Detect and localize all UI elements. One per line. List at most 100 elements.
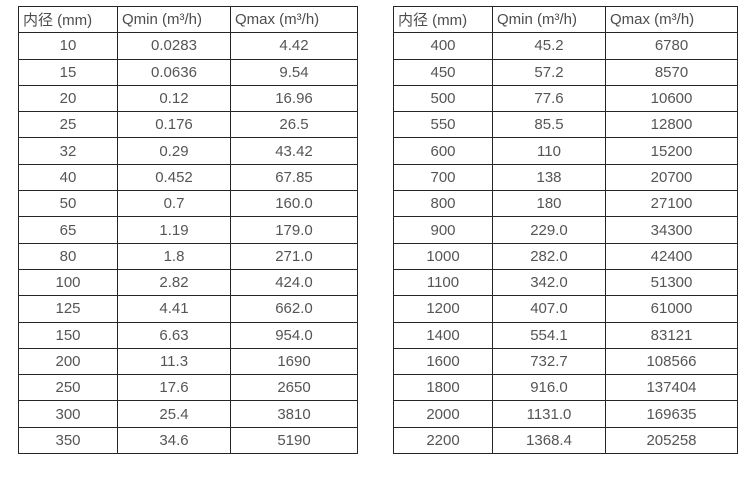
table-row: 25 0.176 26.5 (18, 111, 358, 139)
table-cell: 25.4 (117, 400, 231, 428)
header-row: 内径 (mm) Qmin (m³/h) Qmax (m³/h) (393, 5, 738, 34)
table-cell: 407.0 (492, 295, 606, 323)
table-cell: 17.6 (117, 374, 231, 402)
table-cell: 150 (18, 321, 118, 349)
table-row: 1800 916.0 137404 (393, 374, 738, 402)
table-cell: 80 (18, 242, 118, 270)
table-cell: 1000 (393, 242, 493, 270)
table-row: 550 85.5 12800 (393, 111, 738, 139)
table-cell: 83121 (605, 321, 738, 349)
table-cell: 2650 (230, 374, 358, 402)
table-cell: 65 (18, 216, 118, 244)
table-cell: 50 (18, 190, 118, 218)
table-cell: 0.452 (117, 163, 231, 192)
table-row: 500 77.6 10600 (393, 84, 738, 113)
table-cell: 16.96 (230, 84, 358, 113)
table-cell: 4.41 (117, 295, 231, 323)
table-cell: 34.6 (117, 426, 231, 455)
table-cell: 179.0 (230, 216, 358, 244)
table-cell: 250 (18, 374, 118, 402)
table-row: 10 0.0283 4.42 (18, 32, 358, 60)
table-row: 2000 1131.0 169635 (393, 400, 738, 428)
table-row: 1200 407.0 61000 (393, 295, 738, 323)
table-cell: 25 (18, 111, 118, 139)
table-row: 900 229.0 34300 (393, 216, 738, 244)
table-cell: 32 (18, 137, 118, 165)
table-cell: 43.42 (230, 137, 358, 165)
table-cell: 800 (393, 190, 493, 218)
table-cell: 85.5 (492, 111, 606, 139)
table-cell: 424.0 (230, 268, 358, 297)
table-cell: 61000 (605, 295, 738, 323)
table-cell: 67.85 (230, 163, 358, 192)
table-row: 65 1.19 179.0 (18, 216, 358, 244)
table-cell: 282.0 (492, 242, 606, 270)
table-cell: 205258 (605, 426, 738, 455)
flow-spec-table-large-diameters: 内径 (mm) Qmin (m³/h) Qmax (m³/h) 400 45.2 6… (393, 5, 738, 455)
table-cell: 51300 (605, 268, 738, 297)
table-row: 20 0.12 16.96 (18, 84, 358, 113)
table-cell: 20 (18, 84, 118, 113)
table-cell: 600 (393, 137, 493, 165)
table-cell: 0.12 (117, 84, 231, 113)
table-cell: 15 (18, 58, 118, 86)
table-cell: 6780 (605, 32, 738, 60)
table-cell: 34300 (605, 216, 738, 244)
table-cell: 0.0283 (117, 32, 231, 60)
table-row: 400 45.2 6780 (393, 32, 738, 60)
table-cell: 350 (18, 426, 118, 455)
table-cell: 400 (393, 32, 493, 60)
table-row: 125 4.41 662.0 (18, 295, 358, 323)
table-cell: 26.5 (230, 111, 358, 139)
table-cell: 200 (18, 347, 118, 376)
table-cell: 169635 (605, 400, 738, 428)
table-row: 2200 1368.4 205258 (393, 426, 738, 455)
table-cell: 42400 (605, 242, 738, 270)
table-cell: 916.0 (492, 374, 606, 402)
table-cell: 900 (393, 216, 493, 244)
table-row: 100 2.82 424.0 (18, 268, 358, 297)
table-cell: 180 (492, 190, 606, 218)
table-cell: 40 (18, 163, 118, 192)
table-row: 1100 342.0 51300 (393, 268, 738, 297)
table-cell: 4.42 (230, 32, 358, 60)
table-cell: 8570 (605, 58, 738, 86)
flow-spec-table-small-diameters: 内径 (mm) Qmin (m³/h) Qmax (m³/h) 10 0.0283… (18, 5, 358, 455)
table-cell: 11.3 (117, 347, 231, 376)
table-cell: 1.8 (117, 242, 231, 270)
table-cell: 1690 (230, 347, 358, 376)
table-row: 250 17.6 2650 (18, 374, 358, 402)
table-cell: 700 (393, 163, 493, 192)
table-cell: 12800 (605, 111, 738, 139)
table-cell: 954.0 (230, 321, 358, 349)
table-cell: 138 (492, 163, 606, 192)
table-cell: 10 (18, 32, 118, 60)
table-cell: 1.19 (117, 216, 231, 244)
table-row: 350 34.6 5190 (18, 426, 358, 455)
table-cell: 15200 (605, 137, 738, 165)
table-cell: 6.63 (117, 321, 231, 349)
table-cell: 27100 (605, 190, 738, 218)
table-cell: 550 (393, 111, 493, 139)
table-row: 800 180 27100 (393, 190, 738, 218)
table-cell: 0.176 (117, 111, 231, 139)
table-cell: 342.0 (492, 268, 606, 297)
table-cell: 2000 (393, 400, 493, 428)
table-cell: 500 (393, 84, 493, 113)
table-row: 700 138 20700 (393, 163, 738, 192)
header-row: 内径 (mm) Qmin (m³/h) Qmax (m³/h) (18, 5, 358, 34)
table-row: 50 0.7 160.0 (18, 190, 358, 218)
table-header: 内径 (mm) Qmin (m³/h) Qmax (m³/h) (393, 5, 738, 34)
table-body: 10 0.0283 4.42 15 0.0636 9.54 20 0.12 16.96 25 0.1… (18, 32, 358, 455)
table-row: 200 11.3 1690 (18, 347, 358, 376)
table-row: 32 0.29 43.42 (18, 137, 358, 165)
table-cell: 57.2 (492, 58, 606, 86)
table-row: 1600 732.7 108566 (393, 347, 738, 376)
table-cell: 1131.0 (492, 400, 606, 428)
column-header-qmax: Qmax (m³/h) (230, 5, 358, 34)
table-cell: 229.0 (492, 216, 606, 244)
table-cell: 77.6 (492, 84, 606, 113)
table-row: 150 6.63 954.0 (18, 321, 358, 349)
table-cell: 5190 (230, 426, 358, 455)
